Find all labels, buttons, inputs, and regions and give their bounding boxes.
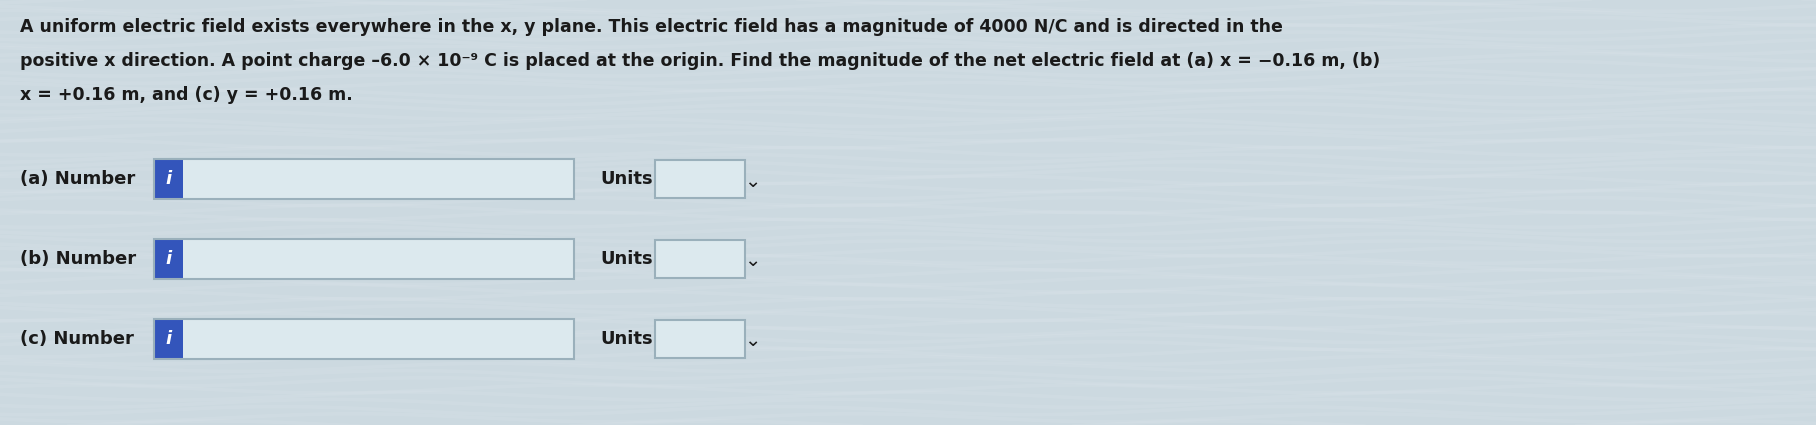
Text: i: i	[165, 170, 173, 188]
Text: i: i	[165, 250, 173, 268]
Text: ⌄: ⌄	[745, 332, 761, 351]
Text: Units: Units	[599, 330, 652, 348]
Text: A uniform electric field exists everywhere in the x, y plane. This electric fiel: A uniform electric field exists everywhe…	[20, 18, 1282, 36]
FancyBboxPatch shape	[656, 160, 745, 198]
FancyBboxPatch shape	[183, 320, 574, 358]
Text: Units: Units	[599, 170, 652, 188]
FancyBboxPatch shape	[154, 320, 183, 358]
FancyBboxPatch shape	[154, 240, 183, 278]
Text: (b) Number: (b) Number	[20, 250, 136, 268]
Text: i: i	[165, 330, 173, 348]
Text: Units: Units	[599, 250, 652, 268]
Text: ⌄: ⌄	[745, 252, 761, 270]
FancyBboxPatch shape	[183, 160, 574, 198]
Text: (c) Number: (c) Number	[20, 330, 134, 348]
FancyBboxPatch shape	[656, 320, 745, 358]
Text: (a) Number: (a) Number	[20, 170, 134, 188]
Text: ⌄: ⌄	[745, 172, 761, 190]
Text: positive x direction. A point charge –6.0 × 10⁻⁹ C is placed at the origin. Find: positive x direction. A point charge –6.…	[20, 52, 1380, 70]
FancyBboxPatch shape	[154, 160, 183, 198]
FancyBboxPatch shape	[183, 240, 574, 278]
FancyBboxPatch shape	[656, 240, 745, 278]
Text: x = +0.16 m, and (c) y = +0.16 m.: x = +0.16 m, and (c) y = +0.16 m.	[20, 86, 352, 104]
